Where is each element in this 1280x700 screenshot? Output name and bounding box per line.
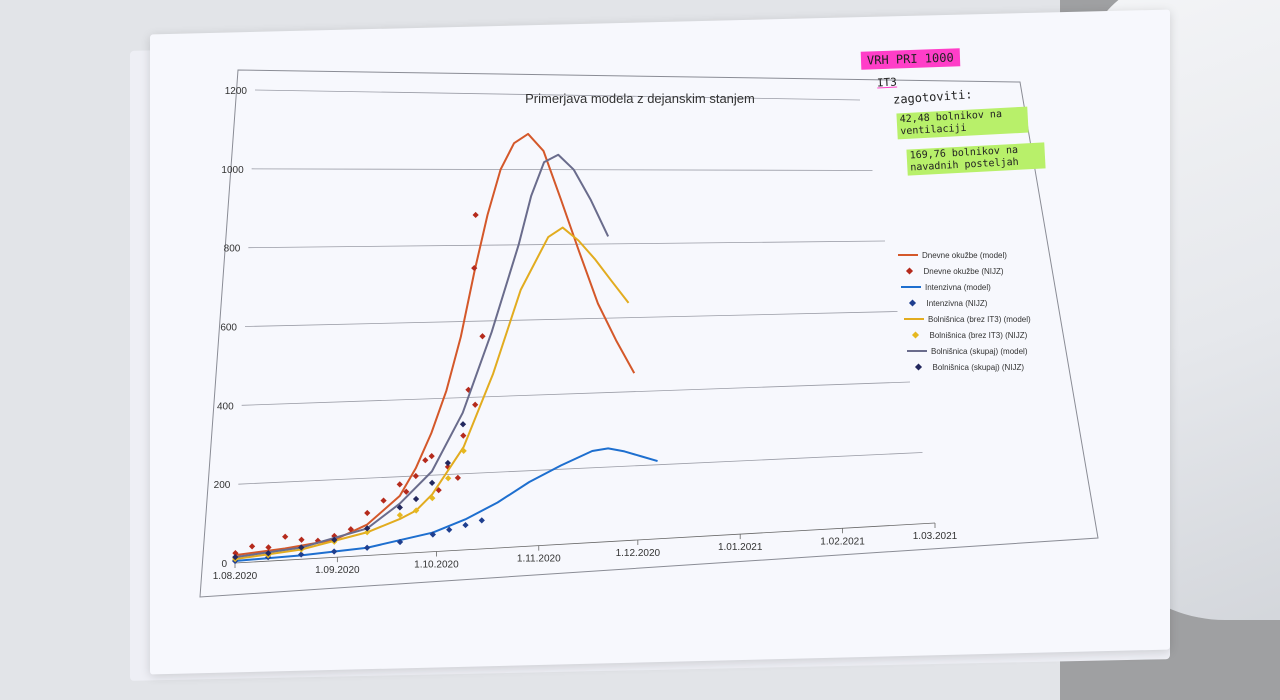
x-tick-label: 1.11.2020 xyxy=(517,554,561,565)
x-tick-label: 1.09.2020 xyxy=(315,565,360,576)
series-point-5 xyxy=(364,529,371,536)
series-point-1 xyxy=(460,432,467,439)
note-beds: 169,76 bolnikov na navadnih posteljah xyxy=(906,142,1046,176)
series-point-1 xyxy=(380,497,387,504)
legend: Dnevne okužbe (model) Dnevne okužbe (NIJZ… xyxy=(898,251,1031,372)
series-point-7 xyxy=(298,544,305,551)
y-tick-label: 600 xyxy=(220,323,237,334)
series-line-0 xyxy=(235,132,636,557)
series-point-5 xyxy=(445,475,452,482)
series-point-1 xyxy=(232,550,239,557)
gridline xyxy=(238,452,923,485)
series-point-3 xyxy=(462,521,469,529)
gridline xyxy=(241,381,911,406)
series-point-1 xyxy=(479,333,486,340)
legend-swatch xyxy=(914,363,923,371)
series-point-1 xyxy=(248,543,256,550)
legend-label: Bolnišnica (skupaj) (model) xyxy=(931,347,1028,356)
x-axis-ticks: 1.08.2020 1.09.2020 1.10.2020 1.11.2020 1.12… xyxy=(213,522,958,582)
series-point-1 xyxy=(364,509,371,517)
series-point-3 xyxy=(429,531,436,538)
series-point-1 xyxy=(428,452,435,460)
legend-label: Bolnišnica (skupaj) (NIJZ) xyxy=(933,363,1025,372)
series-point-1 xyxy=(472,211,479,219)
series-point-1 xyxy=(471,264,478,272)
legend-label: Intenzivna (NIJZ) xyxy=(927,299,988,308)
series-point-3 xyxy=(478,517,485,524)
gridline xyxy=(248,240,886,249)
series-point-1 xyxy=(347,526,354,533)
series-point-5 xyxy=(429,495,436,502)
series-point-1 xyxy=(422,457,429,464)
series-point-1 xyxy=(403,488,410,495)
y-tick-label: 400 xyxy=(217,401,234,412)
gridline xyxy=(254,89,861,101)
legend-swatch xyxy=(911,331,920,339)
x-tick-label: 1.10.2020 xyxy=(414,559,459,570)
note-ventilation: 42,48 bolnikov na ventilaciji xyxy=(896,106,1029,140)
series-point-3 xyxy=(331,548,338,555)
series-point-5 xyxy=(413,507,420,514)
x-tick-label: 1.12.2020 xyxy=(616,548,661,559)
legend-swatch xyxy=(905,267,914,275)
gridline xyxy=(251,168,873,171)
series xyxy=(231,132,658,565)
y-tick-label: 0 xyxy=(221,559,227,570)
series-point-1 xyxy=(396,481,403,488)
x-tick-label: 1.01.2021 xyxy=(718,542,763,553)
x-tick-label: 1.02.2021 xyxy=(820,536,865,547)
series-point-7 xyxy=(396,504,403,511)
legend-swatch xyxy=(908,299,917,307)
series-point-5 xyxy=(460,447,467,454)
series-point-1 xyxy=(454,474,461,481)
series-point-1 xyxy=(472,401,479,408)
series-point-7 xyxy=(265,550,272,557)
note-it3: IT3 xyxy=(876,75,898,90)
legend-label: Bolnišnica (brez IT3) (NIJZ) xyxy=(930,331,1028,340)
series-point-1 xyxy=(412,472,419,480)
legend-label: Dnevne okužbe (model) xyxy=(922,251,1007,260)
x-tick-label: 1.08.2020 xyxy=(213,571,258,582)
series-line-2 xyxy=(234,447,658,563)
legend-label: Intenzivna (model) xyxy=(925,283,991,292)
series-line-4 xyxy=(235,226,630,561)
note-ensure: zagotoviti: xyxy=(892,87,973,107)
series-point-3 xyxy=(363,544,371,551)
x-tick-label: 1.03.2021 xyxy=(913,531,958,542)
x-axis-line xyxy=(234,522,936,564)
series-point-3 xyxy=(446,526,453,533)
handwritten-notes: VRH PRI 1000 IT3 zagotoviti: 42,48 bolni… xyxy=(855,48,1055,188)
series-point-7 xyxy=(444,459,451,467)
y-axis-ticks: 0 200 400 600 800 1000 1200 xyxy=(214,86,248,570)
chart-title: Primerjava modela z dejanskim stanjem xyxy=(525,91,755,106)
y-tick-label: 200 xyxy=(214,480,231,491)
series-point-7 xyxy=(412,495,420,503)
chart-border xyxy=(199,69,1099,598)
y-tick-label: 800 xyxy=(224,244,241,255)
grid xyxy=(238,89,923,485)
legend-label: Dnevne okužbe (NIJZ) xyxy=(924,267,1004,276)
y-tick-label: 1000 xyxy=(221,165,244,176)
gridline xyxy=(244,311,898,327)
series-point-1 xyxy=(282,533,289,540)
y-tick-label: 1200 xyxy=(225,86,248,97)
series-point-7 xyxy=(428,479,436,486)
note-peak: VRH PRI 1000 xyxy=(860,48,960,70)
legend-label: Bolnišnica (brez IT3) (model) xyxy=(928,315,1031,324)
series-point-7 xyxy=(459,421,467,428)
series-point-1 xyxy=(298,536,305,543)
series-line-6 xyxy=(235,153,610,559)
